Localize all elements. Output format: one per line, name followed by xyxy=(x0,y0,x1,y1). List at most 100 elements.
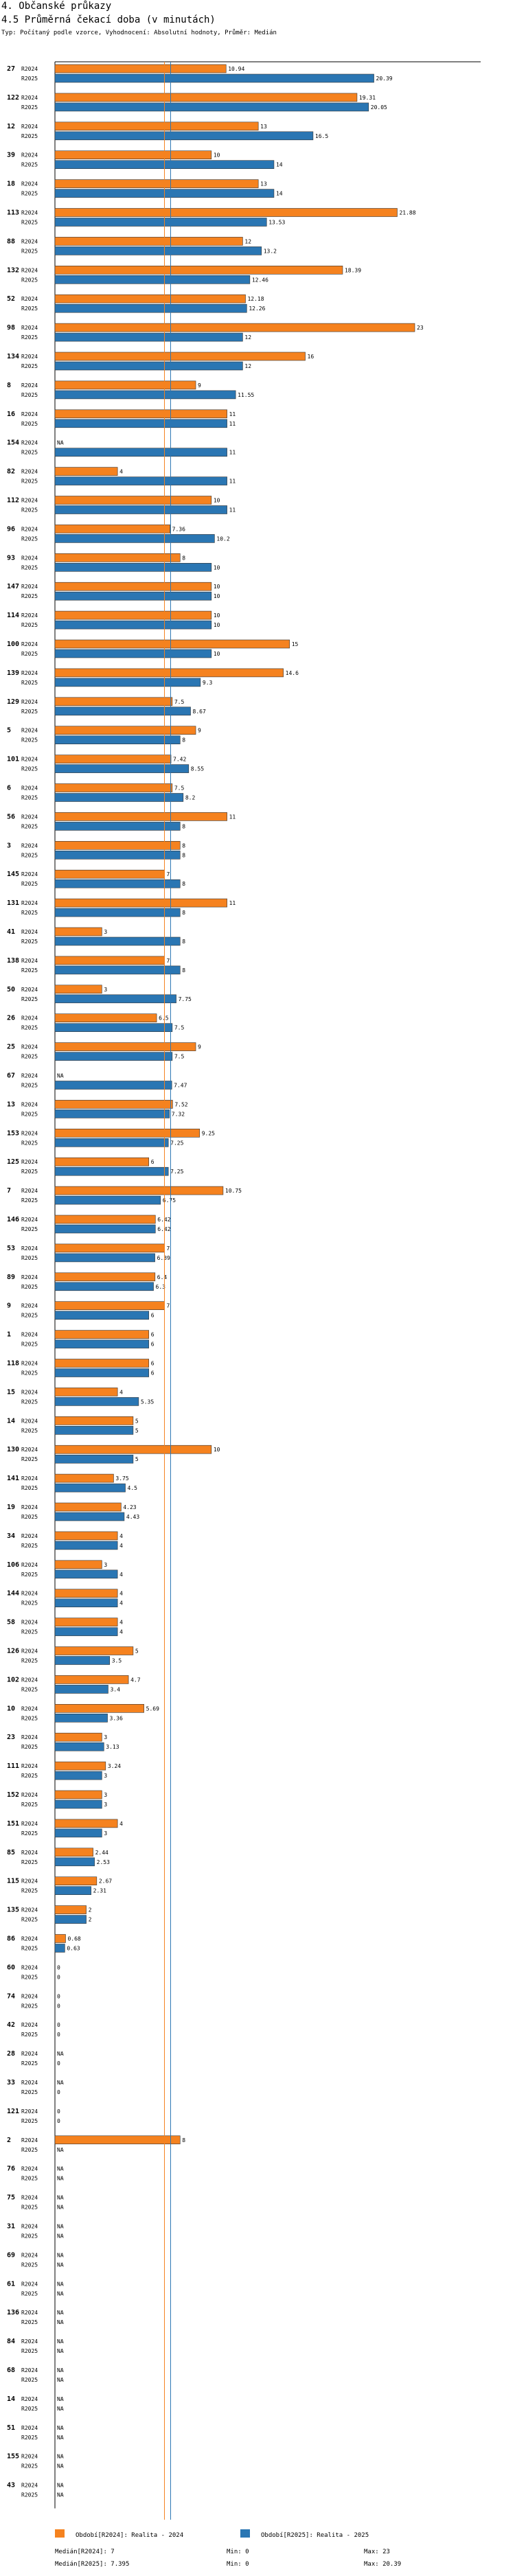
category-label: 18 xyxy=(7,181,15,188)
bar-2025 xyxy=(54,1023,173,1032)
bar-2024-value-label: 11 xyxy=(229,411,236,417)
series-label-2024: R2024 xyxy=(21,1591,38,1597)
category-label: 74 xyxy=(7,1992,15,2000)
bar-2025-value-label: 8 xyxy=(182,737,185,744)
bar-2024 xyxy=(54,1243,165,1253)
bar-2025-value-label: 8 xyxy=(182,910,185,916)
bar-2025 xyxy=(54,678,201,687)
category-label: 144 xyxy=(7,1590,19,1598)
bar-2024-value-label: 5 xyxy=(135,1418,139,1424)
series-label-2025: R2025 xyxy=(21,939,38,945)
category-label: 31 xyxy=(7,2223,15,2231)
category-label: 113 xyxy=(7,209,19,217)
bar-2024-value-label: 10 xyxy=(214,152,220,159)
category-label: 101 xyxy=(7,756,19,763)
bar-2024-value-label: 15 xyxy=(292,641,299,647)
bar-2025-value-label: 3.13 xyxy=(106,1744,119,1750)
series-label-2025: R2025 xyxy=(21,76,38,82)
series-label-2025: R2025 xyxy=(21,1629,38,1635)
series-label-2024: R2024 xyxy=(21,1073,38,1079)
bar-2025 xyxy=(54,591,212,601)
series-label-2025: R2025 xyxy=(21,2290,38,2297)
bar-2024 xyxy=(54,1013,157,1022)
bar-2024-value-label: 4 xyxy=(119,1591,123,1597)
bar-2025-na-label: NA xyxy=(57,2406,64,2412)
series-label-2024: R2024 xyxy=(21,728,38,734)
category-label: 153 xyxy=(7,1129,19,1137)
bar-2024-value-label: 10 xyxy=(214,1447,220,1453)
series-label-2024: R2024 xyxy=(21,2080,38,2086)
series-label-2025: R2025 xyxy=(21,1427,38,1434)
bar-2024 xyxy=(54,898,227,908)
series-label-2024: R2024 xyxy=(21,1620,38,1626)
bar-2024-na-label: NA xyxy=(57,2338,64,2345)
series-label-2025: R2025 xyxy=(21,1946,38,1952)
category-label: 39 xyxy=(7,152,15,159)
category-label: 13 xyxy=(7,1101,15,1108)
bar-2025 xyxy=(54,534,215,543)
bar-2025 xyxy=(54,1224,156,1234)
series-label-2025: R2025 xyxy=(21,104,38,111)
bar-2024-value-label: 0.68 xyxy=(67,1936,80,1942)
series-label-2024: R2024 xyxy=(21,1936,38,1942)
series-label-2024: R2024 xyxy=(21,1418,38,1424)
series-label-2024: R2024 xyxy=(21,958,38,964)
category-label: 19 xyxy=(7,1504,15,1511)
bar-2024-na-label: NA xyxy=(57,2166,64,2172)
series-label-2024: R2024 xyxy=(21,95,38,101)
series-label-2025: R2025 xyxy=(21,709,38,715)
series-label-2024: R2024 xyxy=(21,842,38,849)
category-label: 126 xyxy=(7,1648,19,1655)
bar-2025 xyxy=(54,1598,118,1607)
category-label: 67 xyxy=(7,1072,15,1080)
bar-2025-na-label: NA xyxy=(57,2435,64,2441)
bar-2025-value-label: 14 xyxy=(276,191,283,197)
series-label-2024: R2024 xyxy=(21,469,38,475)
bar-2024 xyxy=(54,985,102,994)
bar-2024-na-label: NA xyxy=(57,440,64,446)
bar-2025-value-label: 6 xyxy=(151,1342,154,1348)
bar-2025 xyxy=(54,649,212,658)
bar-2025-value-label: 7.25 xyxy=(170,1169,183,1175)
bar-2024 xyxy=(54,1502,122,1512)
category-label: 14 xyxy=(7,1417,15,1425)
series-label-2025: R2025 xyxy=(21,1485,38,1491)
series-label-2024: R2024 xyxy=(21,1821,38,1827)
category-label: 115 xyxy=(7,1878,19,1885)
bar-2024-value-label: 11 xyxy=(229,814,236,820)
bar-2025-na-label: NA xyxy=(57,2290,64,2297)
bar-2025 xyxy=(54,1166,169,1176)
bar-2025 xyxy=(54,1339,149,1348)
bar-2024-na-label: NA xyxy=(57,2396,64,2402)
bar-2024-value-label: 7.5 xyxy=(174,785,185,792)
category-label: 33 xyxy=(7,2079,15,2086)
category-label: 82 xyxy=(7,468,15,476)
bar-2025-value-label: 11 xyxy=(229,479,236,485)
series-label-2025: R2025 xyxy=(21,1083,38,1089)
series-label-2024: R2024 xyxy=(21,1504,38,1510)
bar-2024 xyxy=(54,841,181,850)
bar-2025 xyxy=(54,562,212,572)
series-label-2025: R2025 xyxy=(21,1226,38,1232)
bar-2025 xyxy=(54,73,374,83)
chart-title: 4.5 Průměrná čekací doba (v minutách) xyxy=(1,14,216,25)
bar-2024-value-label: 7.36 xyxy=(172,526,185,532)
bar-2024-value-label: 21.88 xyxy=(399,210,415,216)
series-label-2025: R2025 xyxy=(21,1974,38,1980)
series-label-2025: R2025 xyxy=(21,162,38,168)
bar-2024-value-label: 6.4 xyxy=(157,1274,168,1280)
series-label-2024: R2024 xyxy=(21,1217,38,1223)
category-label: 136 xyxy=(7,2309,19,2316)
bar-2024-value-label: 19.31 xyxy=(359,95,376,101)
bar-2024 xyxy=(54,639,290,649)
bar-2024-value-label: 3 xyxy=(104,1734,107,1740)
category-label: 1 xyxy=(7,1331,11,1339)
bar-2025 xyxy=(54,1109,170,1118)
bar-2025-value-label: 3.5 xyxy=(112,1658,122,1664)
series-label-2024: R2024 xyxy=(21,2108,38,2115)
series-label-2025: R2025 xyxy=(21,2233,38,2240)
bar-2025-value-label: 4.5 xyxy=(128,1485,138,1491)
bar-2025-value-label: 2 xyxy=(89,1917,92,1923)
series-label-2025: R2025 xyxy=(21,1111,38,1117)
bar-2024 xyxy=(54,1301,165,1310)
